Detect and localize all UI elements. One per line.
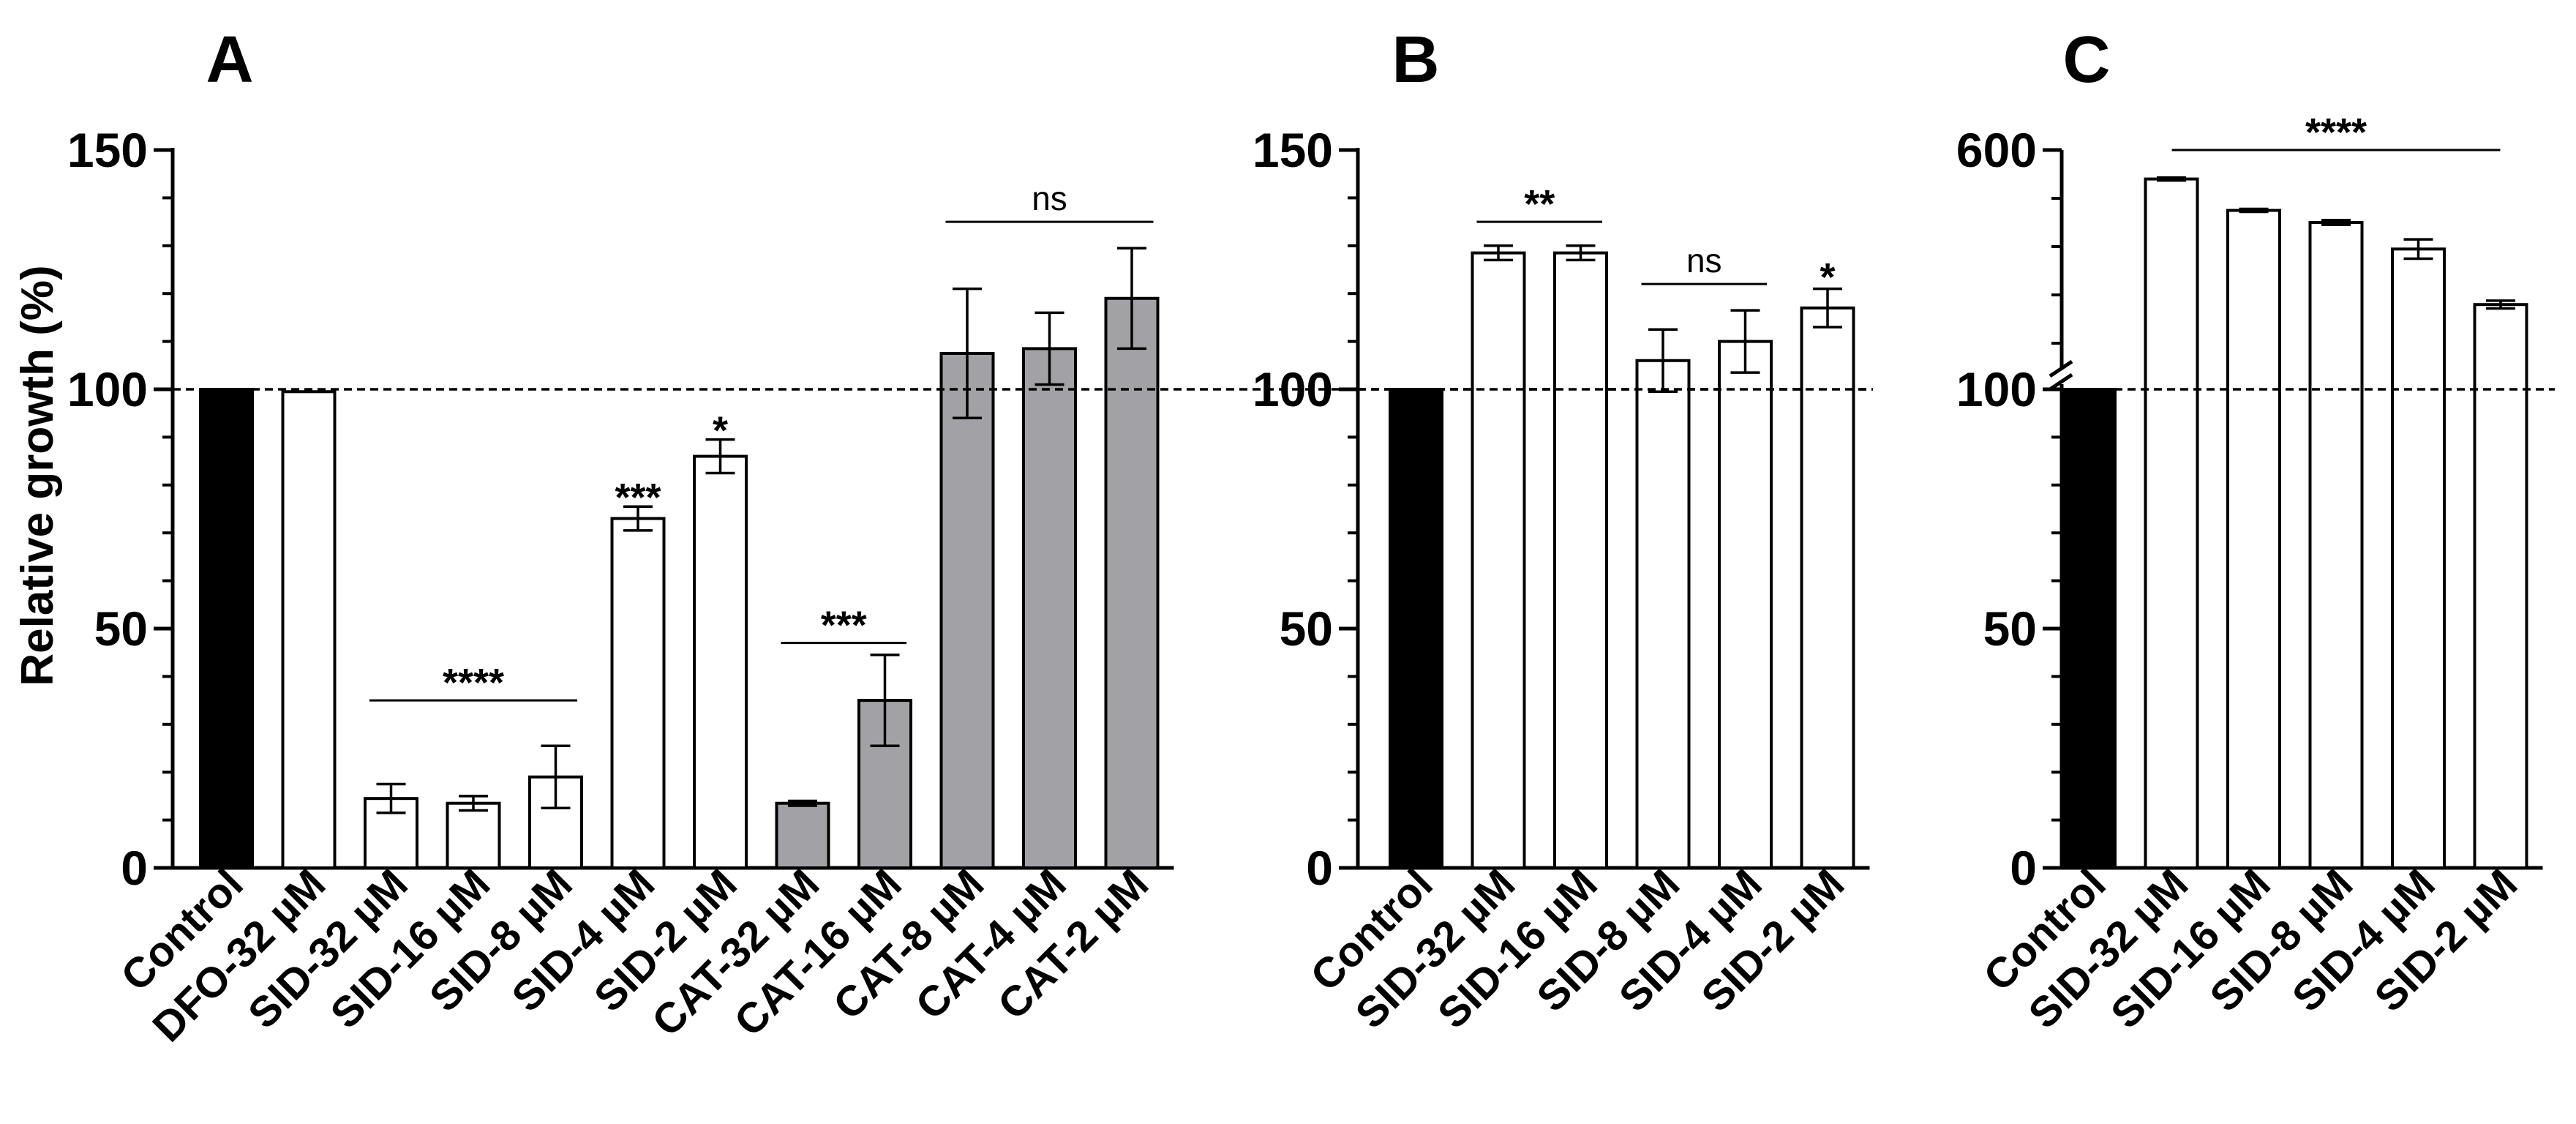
significance-label: * <box>1820 255 1835 299</box>
axis-break-mark <box>2049 372 2073 391</box>
bar-control <box>1389 388 1443 869</box>
y-tick-label: 600 <box>1956 123 2037 177</box>
bar-sid-4-um <box>2391 247 2446 869</box>
bar-sid-32-um <box>1471 251 1526 869</box>
significance-label: * <box>713 408 728 452</box>
significance-label: ns <box>1032 179 1067 217</box>
bar-sid-8-um <box>2308 221 2364 869</box>
panel-letter: C <box>2063 23 2111 97</box>
axis-break-mark <box>2049 359 2073 378</box>
bar-sid-16-um <box>2226 209 2281 869</box>
bar-cat-2-um <box>1104 296 1160 869</box>
bar-sid-2-um <box>1800 306 1855 869</box>
y-tick-label: 0 <box>121 841 148 895</box>
bar-sid-16-um <box>1553 251 1608 869</box>
y-tick-label: 150 <box>1253 123 1333 177</box>
y-tick-label: 0 <box>1306 841 1333 895</box>
panel-letter: B <box>1392 23 1440 97</box>
significance-label: ns <box>1686 241 1722 280</box>
bar-sid-4-um <box>610 517 666 870</box>
y-tick-label: 100 <box>1253 362 1333 416</box>
bar-cat-4-um <box>1022 347 1077 870</box>
bar-control <box>199 388 254 869</box>
bar-dfo-32-um <box>281 390 337 869</box>
panel-letter: A <box>206 23 254 97</box>
y-tick-label: 100 <box>67 362 148 416</box>
bar-sid-32-um <box>2144 177 2199 870</box>
bar-cat-8-um <box>939 351 995 869</box>
y-tick-label: 150 <box>67 123 148 177</box>
y-tick-label: 0 <box>2010 841 2037 895</box>
y-tick-label: 50 <box>1280 602 1333 656</box>
bar-sid-4-um <box>1718 340 1773 870</box>
y-tick-label: 50 <box>94 602 148 656</box>
y-axis-label: Relative growth (%) <box>12 265 63 686</box>
bar-control <box>2062 388 2117 869</box>
bar-cat-32-um <box>775 801 830 869</box>
significance-label: *** <box>615 476 661 520</box>
y-tick-label: 50 <box>1983 602 2037 656</box>
significance-label: ** <box>1524 182 1555 226</box>
bar-sid-16-um <box>446 801 501 869</box>
bar-sid-2-um <box>693 454 748 869</box>
bar-sid-8-um <box>1635 359 1691 869</box>
significance-label: **** <box>443 661 504 705</box>
y-tick-label: 100 <box>1956 362 2037 416</box>
significance-label: **** <box>2305 110 2367 154</box>
significance-label: *** <box>821 604 867 648</box>
